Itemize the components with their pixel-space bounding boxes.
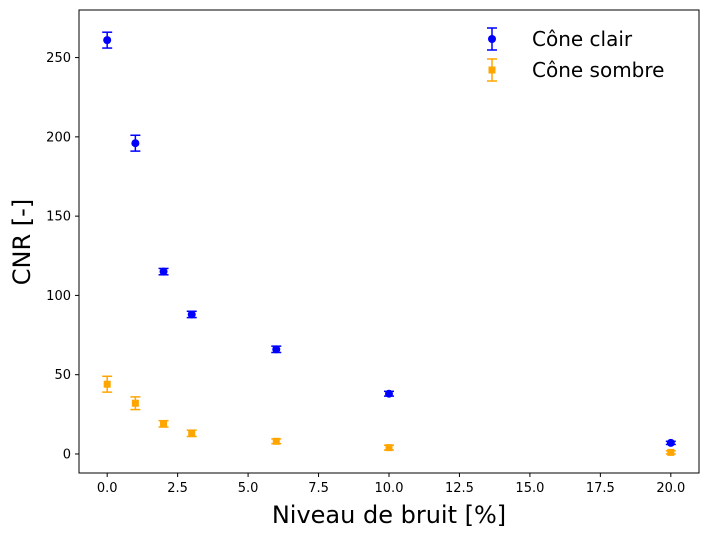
data-point: [385, 389, 393, 398]
y-tick-label: 200: [46, 130, 71, 145]
data-point: [187, 310, 196, 319]
legend: Cône clair Cône sombre: [487, 27, 664, 82]
data-point: [103, 380, 111, 388]
legend-label: Cône clair: [532, 27, 633, 51]
series-layer: [102, 31, 676, 456]
series-2: [102, 375, 676, 456]
y-axis: 0 50 100 150 200 250: [46, 51, 79, 462]
series-1: [102, 31, 676, 447]
x-tick-label: 10.0: [375, 481, 404, 496]
x-axis-title: Niveau de bruit [%]: [272, 501, 506, 529]
data-point: [188, 429, 196, 437]
data-point: [131, 139, 140, 148]
x-tick-label: 2.5: [167, 481, 188, 496]
data-point: [667, 448, 675, 456]
data-point: [103, 36, 112, 45]
y-axis-title: CNR [-]: [8, 199, 36, 285]
legend-label: Cône sombre: [532, 58, 664, 82]
legend-item-2: Cône sombre: [487, 58, 664, 82]
data-point: [272, 437, 280, 445]
data-point: [159, 267, 168, 276]
x-tick-label: 17.5: [586, 481, 615, 496]
legend-marker: [488, 35, 496, 43]
data-point: [385, 444, 393, 452]
x-tick-label: 20.0: [656, 481, 685, 496]
x-tick-label: 5.0: [238, 481, 259, 496]
x-axis: 0.0 2.5 5.0 7.5 10.0 12.5 15.0 17.5 20.0: [97, 473, 685, 496]
y-tick-label: 250: [46, 51, 71, 66]
data-point: [666, 438, 675, 447]
y-tick-label: 0: [63, 447, 71, 462]
x-tick-label: 7.5: [308, 481, 329, 496]
x-tick-label: 15.0: [515, 481, 544, 496]
data-point: [272, 345, 281, 354]
data-point: [160, 420, 168, 428]
x-tick-label: 0.0: [97, 481, 118, 496]
y-tick-label: 50: [54, 368, 71, 383]
data-point: [131, 399, 139, 407]
y-tick-label: 150: [46, 210, 71, 225]
y-tick-label: 100: [46, 289, 71, 304]
x-tick-label: 12.5: [445, 481, 474, 496]
legend-item-1: Cône clair: [487, 27, 633, 51]
legend-marker: [488, 66, 496, 74]
